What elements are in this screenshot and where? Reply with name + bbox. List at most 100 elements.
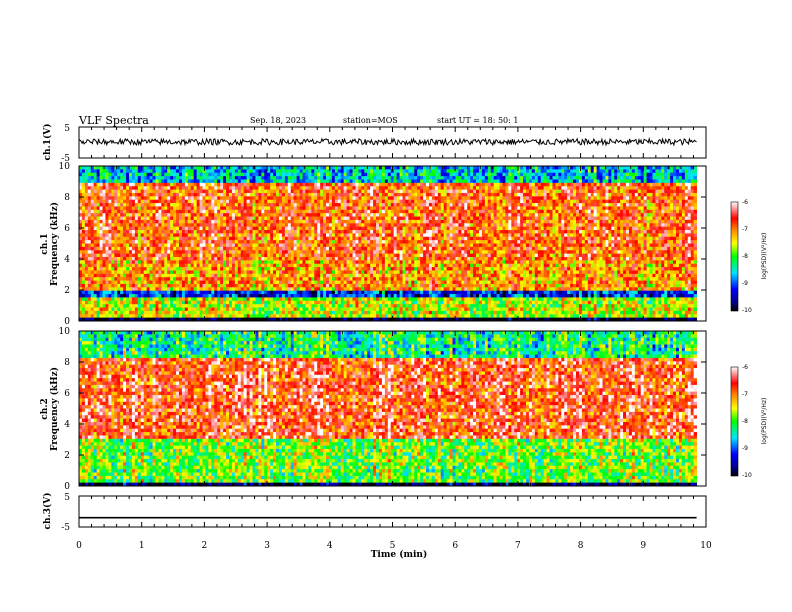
spectrogram-cell bbox=[287, 216, 292, 221]
spectrogram-cell bbox=[214, 199, 218, 204]
spectrogram-cell bbox=[293, 189, 298, 194]
spectrogram-cell bbox=[187, 317, 192, 322]
spectrogram-cell bbox=[149, 300, 153, 305]
spectrogram-cell bbox=[349, 213, 353, 217]
spectrogram-cell bbox=[199, 233, 203, 238]
spectrogram-cell bbox=[228, 166, 233, 170]
spectrogram-cell bbox=[376, 196, 380, 201]
spectrogram-cell bbox=[170, 263, 174, 268]
spectrogram-cell bbox=[152, 273, 156, 278]
spectrogram-cell bbox=[87, 179, 92, 184]
spectrogram-cell bbox=[126, 243, 130, 248]
spectrogram-cell bbox=[214, 169, 218, 174]
spectrogram-cell bbox=[370, 230, 374, 234]
spectrogram-cell bbox=[255, 233, 259, 238]
spectrogram-cell bbox=[376, 250, 380, 255]
spectrogram-cell bbox=[387, 250, 392, 255]
spectrogram-cell bbox=[199, 246, 203, 251]
spectrogram-cell bbox=[370, 253, 374, 258]
spectrogram-cell bbox=[81, 223, 86, 228]
spectrogram-cell bbox=[196, 189, 200, 194]
spectrogram-cell bbox=[114, 216, 118, 221]
spectrogram-cell bbox=[170, 192, 174, 197]
spectrogram-cell bbox=[314, 277, 318, 281]
spectrogram-cell bbox=[152, 263, 156, 268]
spectrogram-cell bbox=[287, 287, 292, 292]
spectrogram-cell bbox=[161, 256, 165, 261]
spectrogram-cell bbox=[249, 287, 253, 292]
spectrogram-cell bbox=[323, 267, 327, 271]
spectrogram-cell bbox=[270, 267, 274, 271]
spectrogram-cell bbox=[334, 294, 339, 298]
spectrogram-cell bbox=[105, 189, 109, 194]
spectrogram-cell bbox=[270, 179, 274, 184]
spectrogram-cell bbox=[176, 172, 180, 177]
spectrogram-cell bbox=[311, 267, 315, 271]
spectrogram-cell bbox=[358, 226, 362, 231]
spectrogram-cell bbox=[196, 179, 200, 184]
spectrogram-cell bbox=[314, 226, 318, 231]
spectrogram-cell bbox=[220, 203, 224, 207]
spectrogram-cell bbox=[190, 294, 195, 298]
spectrogram-cell bbox=[196, 240, 200, 244]
spectrogram-cell bbox=[193, 172, 198, 177]
spectrogram-cell bbox=[211, 304, 215, 308]
spectrogram-cell bbox=[370, 172, 374, 177]
spectrogram-cell bbox=[226, 233, 230, 238]
spectrogram-cell bbox=[284, 287, 289, 292]
spectrogram-cell bbox=[337, 277, 342, 281]
spectrogram-cell bbox=[343, 166, 348, 170]
spectrogram-cell bbox=[202, 280, 206, 285]
spectrogram-cell bbox=[178, 277, 183, 281]
spectrogram-cell bbox=[220, 206, 224, 211]
spectrogram-cell bbox=[273, 182, 277, 187]
spectrogram-cell bbox=[340, 226, 345, 231]
spectrogram-cell bbox=[337, 307, 342, 312]
spectrogram-cell bbox=[323, 256, 327, 261]
spectrogram-cell bbox=[137, 304, 142, 308]
spectrogram-cell bbox=[240, 273, 245, 278]
spectrogram-cell bbox=[123, 304, 127, 308]
spectrogram-cell bbox=[370, 189, 374, 194]
spectrogram-cell bbox=[390, 300, 395, 305]
spectrogram-cell bbox=[287, 192, 292, 197]
spectrogram-cell bbox=[278, 199, 283, 204]
spectrogram-cell bbox=[373, 186, 377, 190]
spectrogram-cell bbox=[234, 260, 239, 265]
spectrogram-cell bbox=[196, 169, 200, 174]
spectrogram-cell bbox=[161, 223, 165, 228]
spectrogram-cell bbox=[258, 300, 262, 305]
spectrogram-cell bbox=[376, 273, 380, 278]
spectrogram-cell bbox=[367, 172, 371, 177]
spectrogram-cell bbox=[293, 240, 298, 244]
spectrogram-cell bbox=[199, 273, 203, 278]
spectrogram-cell bbox=[152, 223, 156, 228]
spectrogram-cell bbox=[211, 233, 215, 238]
spectrogram-cell bbox=[314, 192, 318, 197]
spectrogram-cell bbox=[370, 182, 374, 187]
spectrogram-cell bbox=[364, 263, 368, 268]
spectrogram-cell bbox=[381, 182, 386, 187]
spectrogram-cell bbox=[337, 240, 342, 244]
spectrogram-cell bbox=[273, 186, 277, 190]
spectrogram-cell bbox=[170, 186, 174, 190]
spectrogram-cell bbox=[302, 294, 306, 298]
spectrogram-cell bbox=[378, 310, 383, 315]
spectrogram-cell bbox=[155, 273, 159, 278]
spectrogram-cell bbox=[328, 236, 333, 241]
spectrogram-cell bbox=[234, 317, 239, 322]
spectrogram-cell bbox=[299, 209, 303, 214]
spectrogram-cell bbox=[302, 280, 306, 285]
spectrogram-cell bbox=[346, 230, 350, 234]
spectrogram-cell bbox=[143, 233, 148, 238]
spectrogram-cell bbox=[149, 223, 153, 228]
spectrogram-cell bbox=[252, 223, 256, 228]
spectrogram-cell bbox=[126, 300, 130, 305]
spectrogram-cell bbox=[355, 216, 359, 221]
spectrogram-cell bbox=[305, 213, 309, 217]
spectrogram-cell bbox=[337, 216, 342, 221]
spectrogram-cell bbox=[87, 196, 92, 201]
spectrogram-cell bbox=[328, 213, 333, 217]
spectrogram-cell bbox=[190, 297, 195, 302]
spectrogram-cell bbox=[317, 300, 321, 305]
